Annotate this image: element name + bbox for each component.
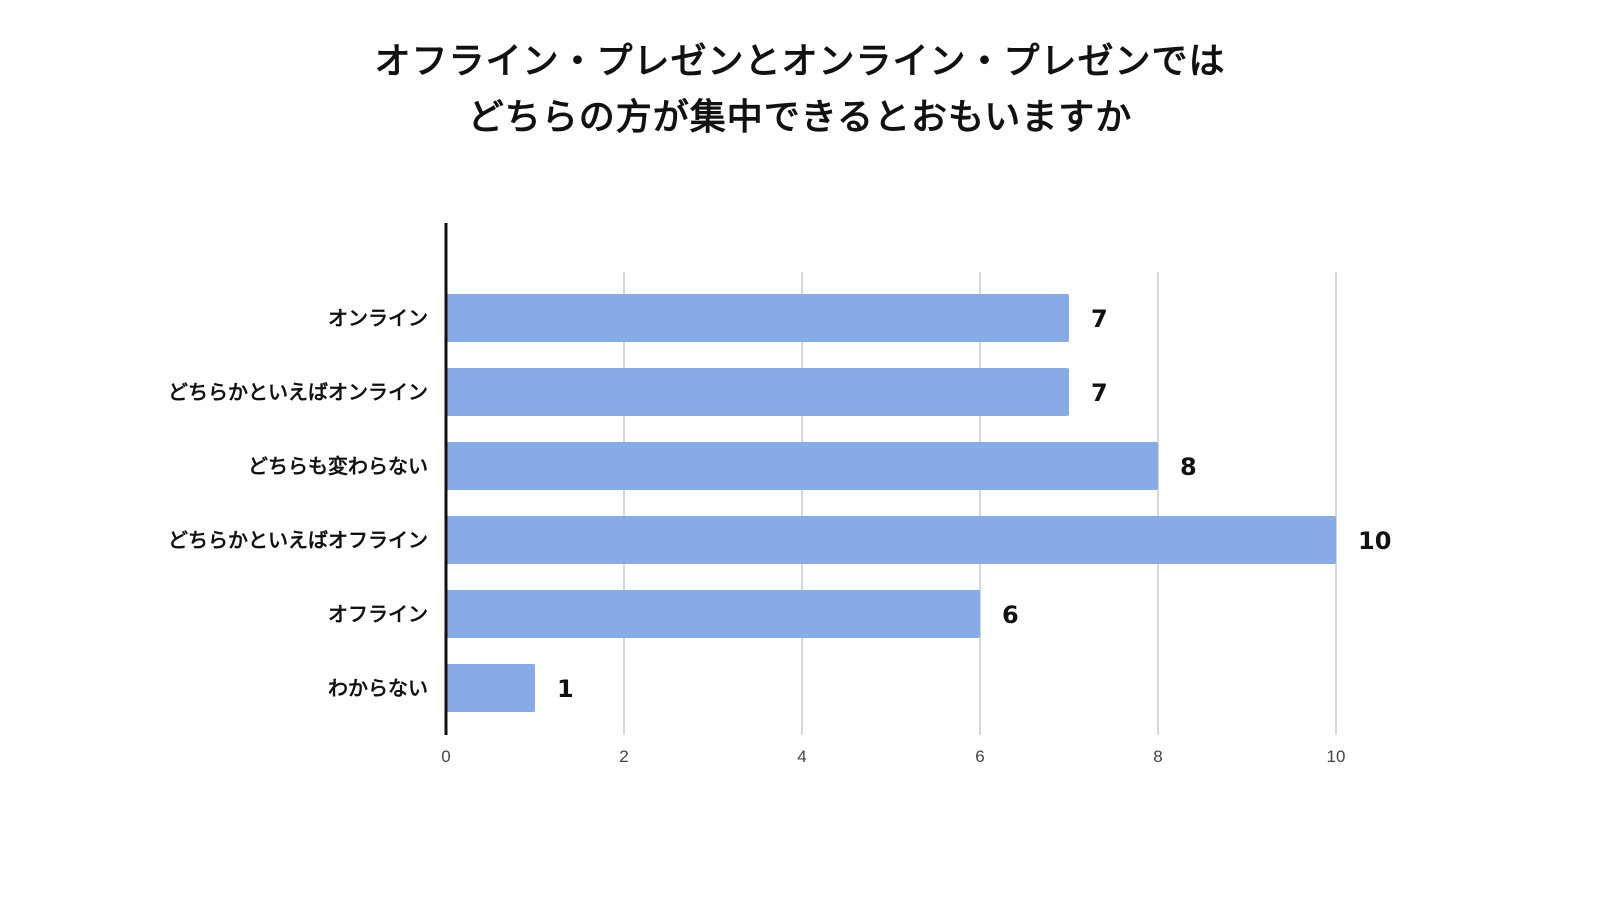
data-label-4: 10 bbox=[1358, 527, 1391, 555]
x-tick-label-0: 0 bbox=[441, 747, 450, 766]
bar-6 bbox=[446, 664, 535, 712]
category-label-6: わからない bbox=[328, 676, 428, 700]
bar-3 bbox=[446, 442, 1158, 490]
data-label-1: 7 bbox=[1091, 305, 1108, 333]
data-label-6: 1 bbox=[557, 675, 574, 703]
chart-title-line-1: オフライン・プレゼンとオンライン・プレゼンでは bbox=[374, 41, 1226, 82]
x-tick-label-10: 10 bbox=[1327, 747, 1346, 766]
x-tick-label-4: 4 bbox=[797, 747, 806, 766]
category-label-3: どちらも変わらない bbox=[248, 454, 428, 478]
x-tick-label-6: 6 bbox=[975, 747, 984, 766]
x-tick-label-2: 2 bbox=[619, 747, 628, 766]
chart-title-line-2: どちらの方が集中できるとおもいますか bbox=[467, 97, 1133, 138]
category-label-1: オンライン bbox=[328, 306, 428, 330]
category-label-2: どちらかといえばオンライン bbox=[168, 380, 428, 404]
bar-1 bbox=[446, 294, 1069, 342]
bar-4 bbox=[446, 516, 1336, 564]
bar-2 bbox=[446, 368, 1069, 416]
data-label-2: 7 bbox=[1091, 379, 1108, 407]
category-label-4: どちらかといえばオフライン bbox=[168, 528, 428, 552]
category-label-5: オフライン bbox=[328, 602, 428, 626]
data-label-5: 6 bbox=[1002, 601, 1019, 629]
x-tick-label-8: 8 bbox=[1153, 747, 1162, 766]
bar-5 bbox=[446, 590, 980, 638]
chart-title: オフライン・プレゼンとオンライン・プレゼンでは どちらの方が集中できるとおもいま… bbox=[0, 34, 1600, 146]
data-label-3: 8 bbox=[1180, 453, 1197, 481]
